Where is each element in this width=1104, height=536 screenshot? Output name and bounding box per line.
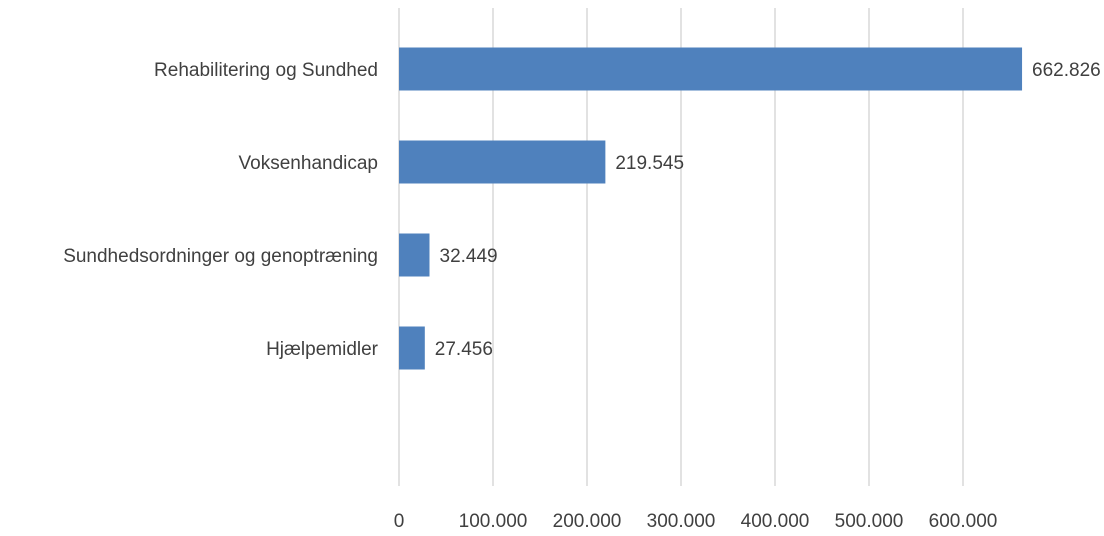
category-labels: Rehabilitering og Sundhed Voksenhandicap S… [63, 60, 378, 360]
x-tick-label: 600.000 [929, 511, 998, 532]
bar [399, 326, 425, 370]
data-label: 219.545 [615, 153, 684, 174]
category-label: Hjælpemidler [266, 339, 379, 360]
x-tick-label: 0 [394, 511, 405, 532]
x-tick-label: 300.000 [647, 511, 716, 532]
x-tick-label: 400.000 [741, 511, 810, 532]
data-label: 32.449 [440, 246, 498, 267]
bars [399, 47, 1023, 370]
category-label: Voksenhandicap [239, 153, 378, 174]
bar [399, 233, 430, 277]
bar [399, 47, 1023, 91]
x-tick-label: 100.000 [459, 511, 528, 532]
category-label: Sundhedsordninger og genoptræning [63, 246, 378, 267]
data-label: 27.456 [435, 339, 493, 360]
x-axis-tick-labels: 0 100.000 200.000 300.000 400.000 500.000 600.… [394, 511, 998, 532]
data-labels: 662.826 219.545 32.449 27.456 [435, 60, 1101, 360]
bar [399, 140, 606, 184]
data-label: 662.826 [1032, 60, 1101, 81]
x-tick-label: 200.000 [553, 511, 622, 532]
category-label: Rehabilitering og Sundhed [154, 60, 378, 81]
x-tick-label: 500.000 [835, 511, 904, 532]
